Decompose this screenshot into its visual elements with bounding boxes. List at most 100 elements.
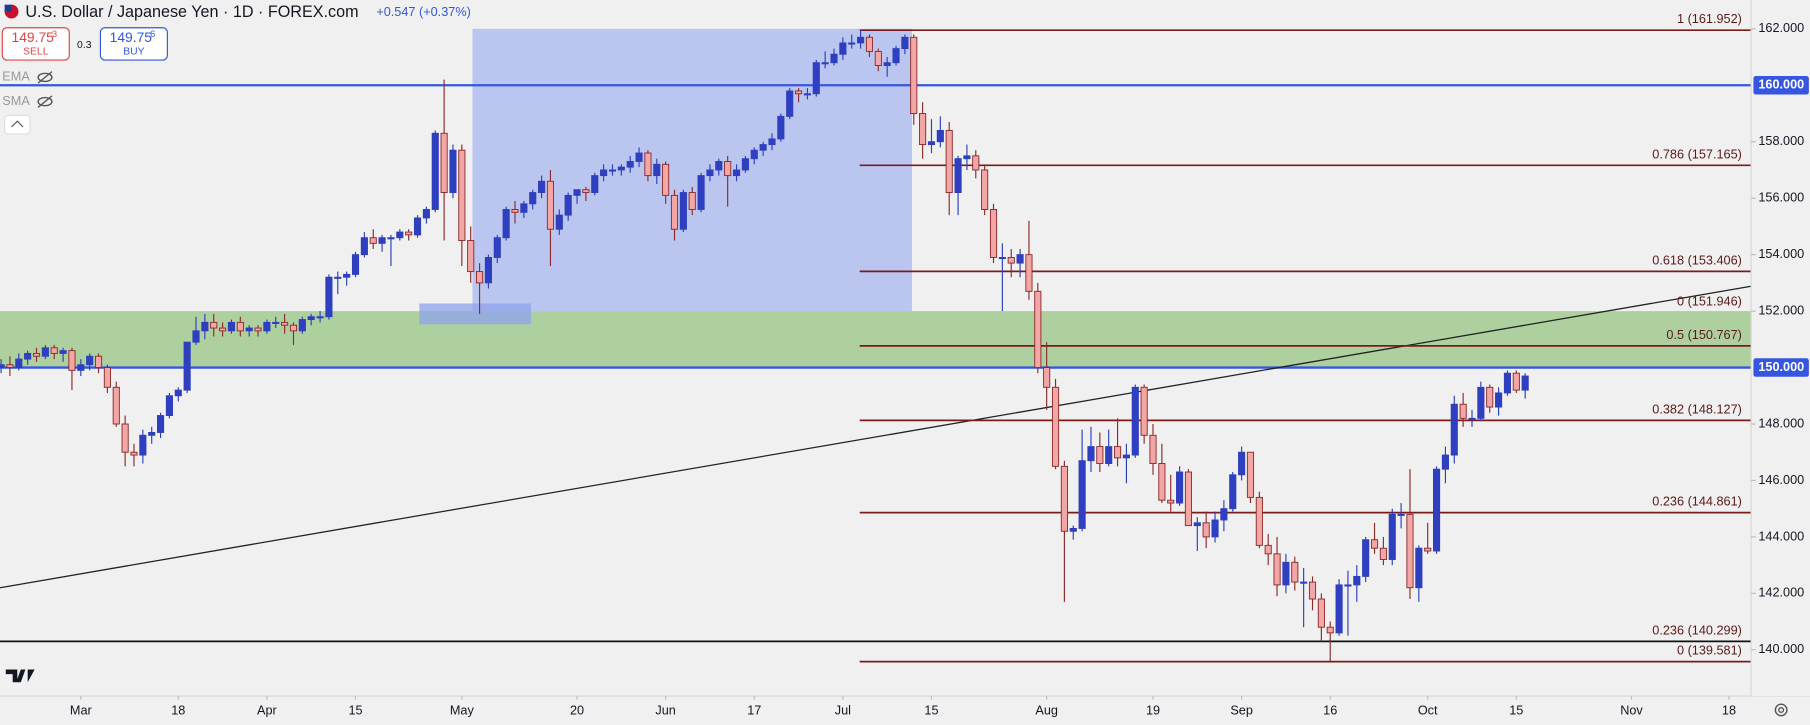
candle-body	[679, 192, 687, 230]
candle-body	[1140, 386, 1148, 436]
candle-body	[608, 169, 617, 172]
candle-body	[927, 141, 936, 146]
candle-body	[475, 271, 484, 284]
candle-body	[1078, 460, 1086, 529]
price-tag	[1753, 76, 1809, 95]
fib-label: 1 (161.952)	[1677, 12, 1742, 26]
buy-button[interactable]	[99, 27, 168, 61]
candle-body	[688, 192, 696, 210]
candle-body	[263, 321, 271, 332]
candle-body	[1335, 584, 1343, 634]
buy-price-sup[interactable]: 6	[150, 29, 155, 39]
candle-body	[600, 169, 608, 177]
price-tag-label: 160.000	[1758, 78, 1804, 92]
indicator-label[interactable]: SMA	[2, 94, 30, 108]
symbol-title: U.S. Dollar / Japanese Yen · 1D · FOREX.…	[25, 3, 358, 21]
buy-label[interactable]: BUY	[123, 47, 144, 58]
x-tick-label: Sep	[1230, 703, 1253, 717]
candle-body	[1113, 446, 1122, 459]
candle-body	[449, 149, 457, 194]
candle-body	[901, 36, 909, 50]
candle-body	[812, 62, 820, 95]
collapse-icon[interactable]	[11, 120, 24, 128]
candle-body	[1362, 539, 1370, 577]
candle-body	[112, 386, 120, 425]
fib-label: 0.5 (150.767)	[1666, 328, 1741, 342]
candle-body	[573, 189, 581, 196]
sell-button[interactable]	[1, 27, 70, 61]
fib-label: 0.236 (140.299)	[1652, 623, 1742, 637]
candle-body	[201, 321, 209, 332]
candle-body	[981, 169, 989, 210]
y-tick-label: 146.000	[1758, 473, 1804, 487]
flag-icon-canton	[4, 4, 12, 12]
candle-body	[1282, 561, 1290, 586]
fib-label: 0.618 (153.406)	[1652, 253, 1742, 267]
candle-body	[1521, 375, 1529, 391]
y-tick-label: 156.000	[1758, 191, 1804, 205]
candle-body	[440, 132, 448, 194]
candle-body	[883, 62, 891, 66]
y-tick-label: 154.000	[1758, 247, 1804, 261]
x-tick-label: Oct	[1418, 703, 1438, 717]
candle-body	[839, 42, 847, 55]
candle-body	[998, 257, 1006, 260]
candle-body	[989, 209, 998, 258]
candle-body	[422, 209, 430, 219]
x-tick-label: 15	[348, 703, 362, 717]
candle-body	[493, 237, 501, 258]
candle-body	[281, 321, 289, 326]
candle-body	[156, 415, 165, 433]
candle-body	[697, 175, 705, 210]
candle-body	[219, 327, 227, 332]
x-tick-label: 18	[1722, 703, 1736, 717]
candle-body	[343, 273, 351, 278]
candle-body	[732, 169, 741, 177]
candle-body	[351, 254, 360, 275]
candle-body	[86, 355, 94, 366]
candle-body	[1353, 575, 1361, 586]
candle-body	[1308, 581, 1317, 600]
sell-price-sup[interactable]: 3	[52, 29, 57, 39]
x-tick-label: Nov	[1620, 703, 1643, 717]
candle-body	[68, 350, 76, 371]
settings-icon[interactable]	[1774, 703, 1788, 717]
candle-body	[139, 434, 147, 456]
candle-body	[1060, 465, 1068, 532]
candle-body	[1291, 561, 1299, 583]
candle-body	[1300, 581, 1308, 584]
price-axis	[1751, 0, 1810, 697]
candle-body	[1388, 513, 1396, 560]
price-tag	[1753, 358, 1809, 377]
indicator-label[interactable]: EMA	[2, 70, 30, 84]
y-tick-label: 140.000	[1758, 642, 1804, 656]
candle-body	[741, 158, 749, 171]
candle-body	[254, 327, 262, 332]
candle-body	[369, 237, 377, 244]
x-tick-label: Aug	[1035, 703, 1058, 717]
fib-label: 0 (139.581)	[1677, 644, 1742, 658]
sell-price[interactable]: 149.75	[12, 29, 55, 45]
candle-body	[245, 327, 253, 332]
x-tick-label: 20	[570, 703, 584, 717]
candle-body	[378, 237, 386, 244]
candle-body	[848, 42, 856, 45]
candle-body	[405, 231, 413, 236]
candle-body	[529, 192, 537, 205]
candle-body	[830, 53, 838, 64]
sell-label[interactable]: SELL	[23, 47, 49, 58]
buy-price[interactable]: 149.75	[110, 29, 153, 45]
hide-icons[interactable]	[37, 71, 53, 108]
support-zone	[0, 311, 1752, 368]
range-box	[472, 28, 912, 312]
candle-body	[670, 194, 679, 230]
candle-body	[892, 48, 900, 64]
candle-body	[210, 321, 218, 329]
candle-body	[0, 364, 5, 369]
candle-body	[1344, 584, 1352, 587]
candle-body	[910, 36, 918, 114]
candle-body	[77, 364, 85, 371]
candle-body	[316, 316, 324, 319]
collapse-button[interactable]	[4, 114, 31, 135]
candle-body	[431, 132, 439, 210]
